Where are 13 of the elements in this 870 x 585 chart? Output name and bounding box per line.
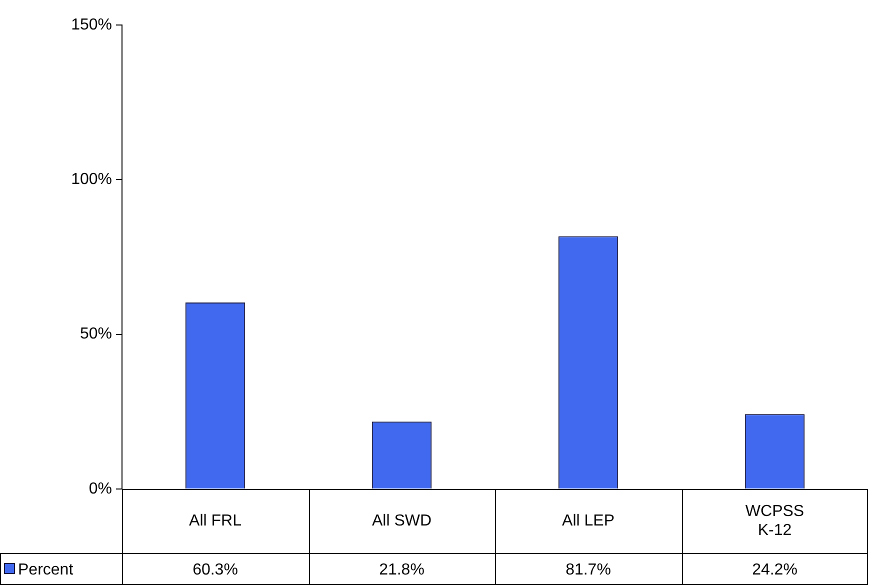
y-tick-label: 0% xyxy=(88,480,112,498)
x-tick-label: All FRL xyxy=(189,512,242,530)
x-tick-label: WCPSS K-12 xyxy=(745,502,804,539)
x-tick-label: All LEP xyxy=(562,512,614,530)
y-tick-label: 100% xyxy=(71,171,112,188)
y-tick-label: 150% xyxy=(71,16,112,34)
data-label: 81.7% xyxy=(566,561,611,578)
x-tick-label: All SWD xyxy=(372,512,432,530)
data-label: 24.2% xyxy=(752,561,798,578)
data-label: 60.3% xyxy=(192,561,238,578)
y-tick-label: 50% xyxy=(80,326,112,343)
legend-label: Percent xyxy=(18,561,74,578)
data-label: 21.8% xyxy=(379,561,424,578)
